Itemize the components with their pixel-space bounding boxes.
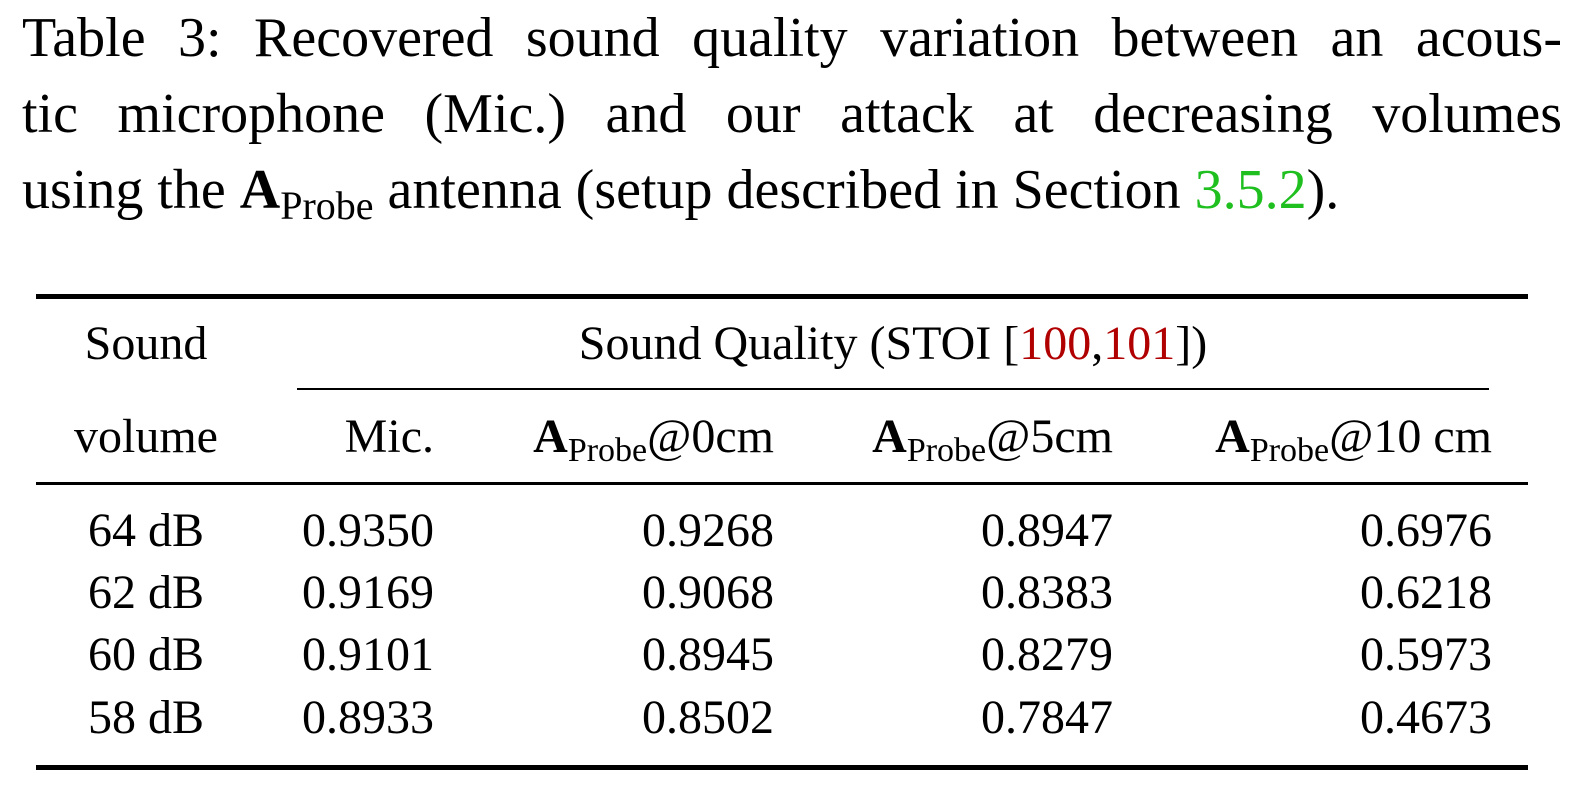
citation-link[interactable]: 101: [1103, 317, 1176, 370]
group-underline: [297, 388, 1489, 390]
header-sound-quality: Sound Quality (STOI [100,101]): [578, 317, 1208, 370]
row-mic: 0.9350: [302, 504, 434, 557]
citation-link[interactable]: 100: [1019, 317, 1092, 370]
table-top-rule: [36, 294, 1528, 299]
row-probe-10cm: 0.6218: [1360, 566, 1492, 619]
row-probe-10cm: 0.6976: [1360, 504, 1492, 557]
row-probe-5cm: 0.7847: [981, 691, 1113, 744]
row-probe-5cm: 0.8383: [981, 566, 1113, 619]
row-volume: 62 dB: [87, 566, 205, 619]
caption-text: antenna (setup described in Section: [373, 159, 1195, 221]
row-volume: 64 dB: [87, 504, 205, 557]
row-probe-0cm: 0.9068: [642, 566, 774, 619]
row-mic: 0.8933: [302, 691, 434, 744]
row-probe-10cm: 0.5973: [1360, 628, 1492, 681]
table-caption: Table 3: Recovered sound quality variati…: [22, 0, 1562, 228]
header-volume: volume: [74, 410, 218, 463]
row-volume: 58 dB: [87, 691, 205, 744]
table-bottom-rule: [36, 765, 1528, 770]
antenna-subscript: Probe: [280, 183, 374, 228]
row-volume: 60 dB: [87, 628, 205, 681]
row-probe-10cm: 0.4673: [1360, 691, 1492, 744]
header-sound: Sound: [84, 317, 208, 370]
row-probe-0cm: 0.8502: [642, 691, 774, 744]
row-probe-5cm: 0.8947: [981, 504, 1113, 557]
row-probe-0cm: 0.9268: [642, 504, 774, 557]
header-probe-10cm: AProbe@10 cm: [1215, 410, 1492, 469]
caption-text: using the: [22, 159, 240, 221]
header-probe-5cm: AProbe@5cm: [872, 410, 1113, 469]
header-rule: [36, 482, 1528, 485]
header-probe-0cm: AProbe@0cm: [533, 410, 774, 469]
row-mic: 0.9101: [302, 628, 434, 681]
caption-line-3: using the AProbe antenna (setup describe…: [22, 152, 1562, 228]
row-mic: 0.9169: [302, 566, 434, 619]
section-link[interactable]: 3.5.2: [1194, 159, 1307, 221]
caption-line-2: tic microphone (Mic.) and our attack at …: [22, 83, 1562, 145]
row-probe-5cm: 0.8279: [981, 628, 1113, 681]
caption-text: ).: [1306, 159, 1340, 221]
antenna-symbol: A: [239, 159, 281, 221]
header-mic: Mic.: [344, 410, 434, 463]
caption-line-1: Table 3: Recovered sound quality variati…: [22, 7, 1562, 69]
row-probe-0cm: 0.8945: [642, 628, 774, 681]
